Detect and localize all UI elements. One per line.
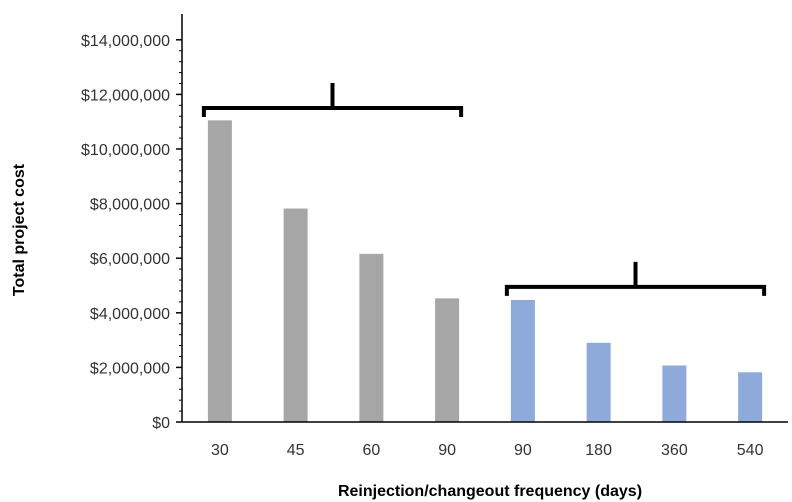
x-tick-label: 90 [514, 442, 532, 459]
bar-360 [662, 365, 687, 422]
group-bracket-1 [201, 83, 464, 118]
x-tick-label: 180 [585, 442, 612, 459]
y-tick-label: $12,000,000 [81, 87, 170, 104]
y-tick-label: $8,000,000 [90, 197, 170, 214]
y-tick-label: $0 [152, 415, 170, 432]
bars [207, 120, 763, 423]
group-bracket-2 [504, 261, 767, 296]
y-tick-label: $10,000,000 [81, 142, 170, 159]
bar-45 [283, 208, 308, 422]
y-tick-label: $14,000,000 [81, 33, 170, 50]
y-axis-ticks: $0 $2,000,000 $4,000,000 $6,000,000 $8,000,0… [81, 33, 182, 432]
y-tick-label: $6,000,000 [90, 251, 170, 268]
x-tick-label: 540 [737, 442, 764, 459]
x-tick-label: 360 [661, 442, 688, 459]
y-tick-label: $4,000,000 [90, 306, 170, 323]
x-tick-label: 60 [362, 442, 380, 459]
x-tick-label: 30 [211, 442, 229, 459]
bar-90 [435, 298, 460, 422]
bar-30 [207, 120, 232, 423]
bar-180 [586, 342, 611, 422]
y-axis-title: Total project cost [11, 163, 28, 296]
bar-540 [738, 372, 763, 422]
x-axis-title: Reinjection/changeout frequency (days) [338, 483, 642, 500]
y-tick-label: $2,000,000 [90, 360, 170, 377]
x-tick-label: 45 [287, 442, 305, 459]
bar-90 [510, 299, 535, 422]
x-tick-label: 90 [438, 442, 456, 459]
group-brackets [201, 83, 767, 296]
bar-60 [359, 253, 384, 422]
x-axis-ticks: 30 45 60 90 90 180 360 540 [211, 442, 764, 459]
